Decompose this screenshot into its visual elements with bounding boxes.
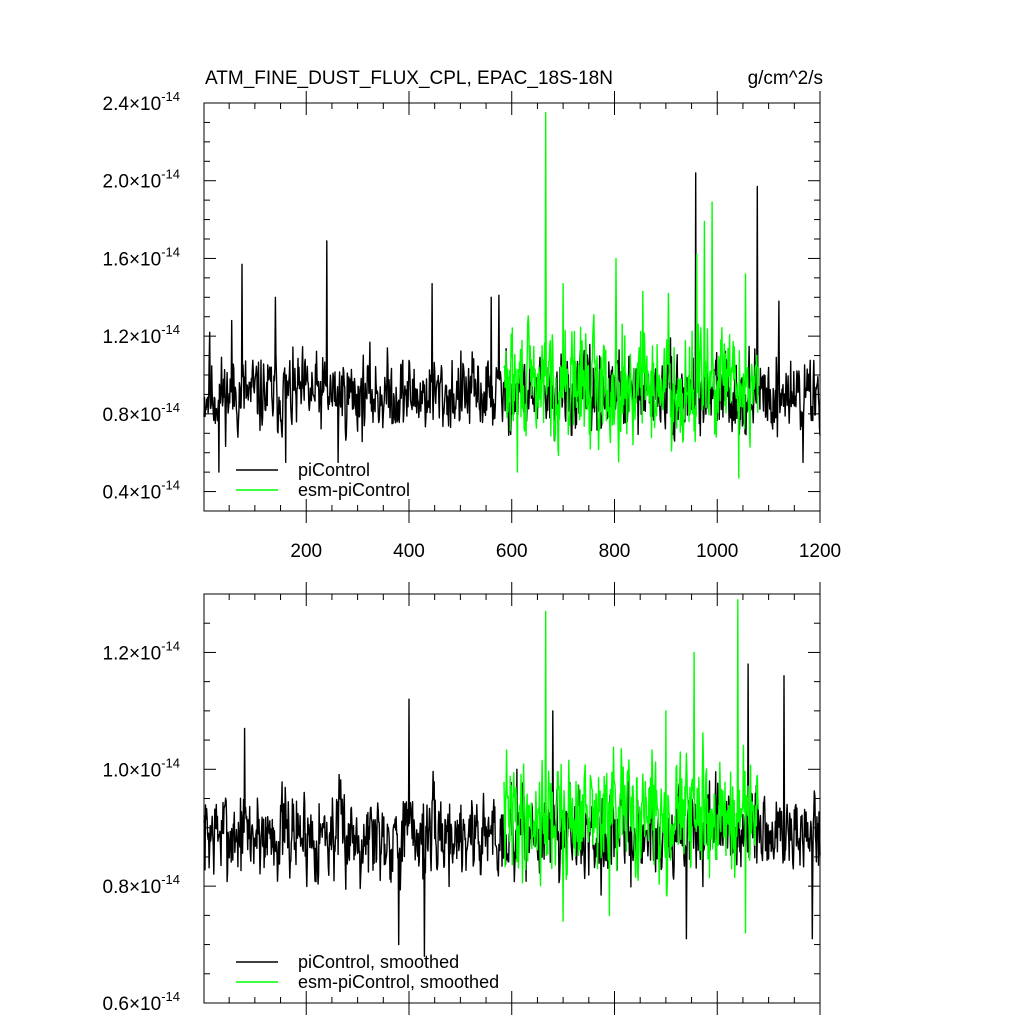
series-line-1 xyxy=(503,599,759,934)
series-line-1 xyxy=(503,112,759,479)
legend-label-0: piControl xyxy=(298,460,370,480)
x-tick-label: 400 xyxy=(393,541,425,562)
legend-label-1: esm-piControl xyxy=(298,480,410,500)
series-line-0 xyxy=(203,172,821,473)
bottom-panel: 0.6×10-14 0.8×10-14 1.0×10-14 1.2×10-14 piCo… xyxy=(103,582,821,1015)
chart-title: ATM_FINE_DUST_FLUX_CPL, EPAC_18S-18N xyxy=(205,68,613,89)
y-tick-label: 0.8×10-14 xyxy=(103,400,180,426)
legend-label-1: esm-piControl, smoothed xyxy=(298,972,499,992)
y-tick-label: 1.0×10-14 xyxy=(103,755,180,781)
x-tick-label: 800 xyxy=(599,541,631,562)
x-tick-label: 1200 xyxy=(799,541,841,562)
y-tick-label: 0.6×10-14 xyxy=(103,989,180,1015)
y-tick-label: 1.2×10-14 xyxy=(103,638,180,664)
x-tick-label: 1000 xyxy=(696,541,738,562)
y-tick-label: 0.4×10-14 xyxy=(103,478,180,504)
y-tick-label: 2.4×10-14 xyxy=(103,89,180,115)
y-tick-label: 0.8×10-14 xyxy=(103,872,180,898)
chart-units: g/cm^2/s xyxy=(748,68,823,89)
x-tick-label: 200 xyxy=(290,541,322,562)
y-tick-label: 2.0×10-14 xyxy=(103,167,180,193)
legend-label-0: piControl, smoothed xyxy=(298,952,459,972)
x-tick-label: 600 xyxy=(496,541,528,562)
y-tick-label: 1.6×10-14 xyxy=(103,244,180,270)
top-panel: 0.4×10-14 0.8×10-14 1.2×10-14 1.6×10-14 2.0×… xyxy=(103,89,842,562)
plot-frame xyxy=(203,102,821,512)
y-tick-label: 1.2×10-14 xyxy=(103,322,180,348)
